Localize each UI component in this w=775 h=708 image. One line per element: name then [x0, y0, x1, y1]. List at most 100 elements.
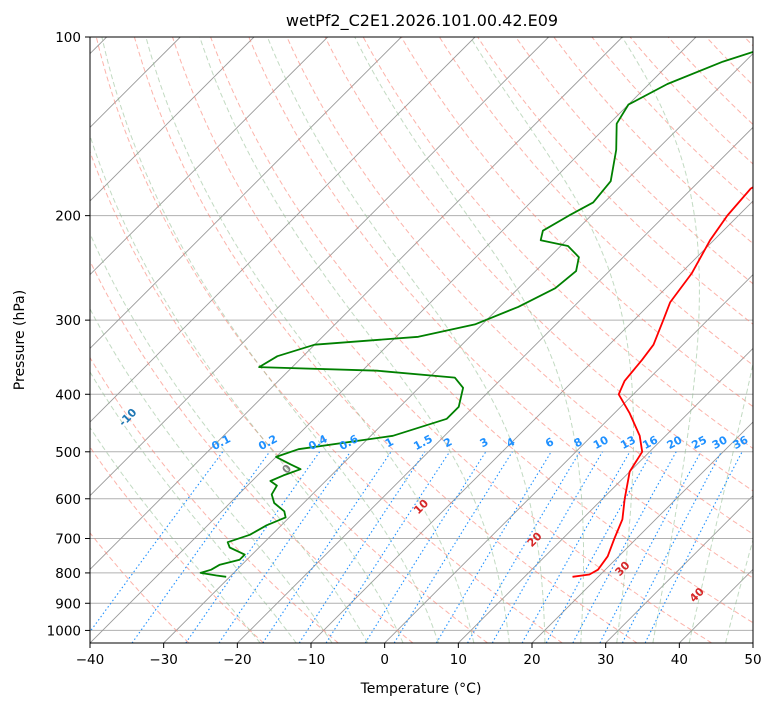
- isotherm: [384, 274, 753, 643]
- isotherm: [679, 568, 753, 643]
- isopleth-labels: 0.10.20.40.611.52346810131620253036-100-…: [116, 406, 751, 605]
- dry-adiabat: [438, 37, 753, 366]
- dry-adiabat-label: -10: [116, 406, 139, 429]
- dry-adiabat: [90, 446, 264, 643]
- isotherm: [605, 495, 753, 643]
- x-axis-label: Temperature (°C): [360, 681, 482, 697]
- dry-adiabat: [95, 37, 563, 643]
- mixing-ratio-label: 30: [710, 433, 730, 452]
- mixing-ratio-line: [298, 451, 426, 643]
- y-tick-label: 400: [55, 387, 81, 403]
- isotherm: [531, 421, 753, 643]
- mixing-ratio-line: [644, 451, 743, 643]
- y-tick-label: 700: [55, 532, 81, 548]
- mixing-ratio-label: 25: [689, 433, 709, 452]
- mixing-ratio-label: 8: [572, 435, 585, 450]
- y-tick-label: 300: [55, 313, 81, 329]
- mixing-ratio-label: 1.5: [411, 432, 434, 453]
- moist-adiabat: [90, 232, 369, 643]
- mixing-ratio-label: 3: [478, 435, 491, 450]
- x-tick-label: 20: [523, 652, 540, 668]
- isotherm: [752, 642, 753, 643]
- sounding-profiles: [199, 50, 753, 578]
- plot-area: 0.10.20.40.611.52346810131620253036-100-…: [90, 37, 753, 643]
- dry-adiabat: [172, 37, 712, 643]
- moist-adiabat: [266, 37, 546, 643]
- x-axis: −40 −30 −20 −10 0 10 20 30 40 50: [76, 643, 762, 668]
- y-axis-label: Pressure (hPa): [12, 290, 28, 390]
- dry-adiabats: [90, 37, 753, 643]
- x-tick-label: 0: [380, 652, 389, 668]
- mixing-ratio-line: [435, 451, 552, 643]
- isotherm: [90, 37, 402, 349]
- moist-adiabat: [354, 37, 584, 643]
- isotherm: [90, 37, 697, 643]
- mixing-ratio-line: [621, 451, 722, 643]
- isotherm: [90, 37, 328, 276]
- mixing-ratio-line: [90, 451, 224, 633]
- moist-adiabat: [145, 37, 475, 643]
- x-tick-label: 50: [744, 652, 761, 668]
- dry-adiabat: [90, 150, 488, 643]
- dry-adiabat: [286, 37, 753, 535]
- temperature-profile: [572, 186, 753, 578]
- isotherm: [90, 37, 623, 570]
- mixing-ratio-label: 16: [640, 433, 660, 452]
- x-tick-label: 40: [671, 652, 688, 668]
- y-tick-label: 1000: [47, 623, 81, 639]
- isotherm: [237, 126, 753, 643]
- x-tick-label: −10: [297, 652, 326, 668]
- x-tick-label: 30: [597, 652, 614, 668]
- y-axis: 100 200 300 400 500 600 700 800 900 1000: [47, 30, 90, 639]
- mixing-ratio-label: 10: [591, 433, 611, 452]
- dewpoint-profile: [199, 50, 753, 578]
- y-tick-label: 100: [55, 30, 81, 46]
- mixing-ratio-label: 20: [665, 433, 685, 452]
- mixing-ratio-line: [545, 451, 653, 643]
- dry-adiabat: [90, 532, 190, 643]
- mixing-ratio-line: [572, 451, 677, 643]
- dry-adiabat: [667, 37, 753, 126]
- mixing-ratio-line: [599, 451, 702, 643]
- dry-adiabat: [90, 356, 339, 643]
- moist-adiabat-label: 0: [280, 462, 295, 477]
- moist-adiabat: [688, 361, 753, 643]
- mixing-ratio-label: 6: [543, 435, 556, 450]
- moist-adiabat: [90, 426, 261, 643]
- moist-adiabat: [621, 37, 700, 643]
- moist-adiabat-label: 40: [687, 585, 707, 605]
- x-tick-label: 10: [450, 652, 467, 668]
- moist-adiabat: [199, 37, 510, 643]
- isotherm: [90, 37, 255, 202]
- mixing-ratio-label: 36: [731, 433, 751, 452]
- moist-adiabat: [90, 371, 297, 643]
- moist-adiabat: [90, 307, 333, 643]
- mixing-ratio-lines: [90, 451, 743, 643]
- y-tick-label: 900: [55, 596, 81, 612]
- mixing-ratio-line: [364, 451, 487, 643]
- moist-adiabat-label: 20: [525, 529, 545, 549]
- moist-adiabat: [101, 37, 439, 643]
- mixing-ratio-label: 2: [441, 435, 454, 450]
- y-tick-label: 200: [55, 209, 81, 225]
- pressure-gridlines: [90, 37, 753, 631]
- y-tick-label: 600: [55, 492, 81, 508]
- mixing-ratio-label: 0.4: [306, 432, 330, 453]
- mixing-ratio-line: [521, 451, 631, 643]
- y-tick-label: 800: [55, 566, 81, 582]
- dry-adiabat: [591, 37, 753, 205]
- dry-adiabat: [248, 37, 753, 579]
- dry-adiabat: [324, 37, 753, 492]
- dry-adiabat: [515, 37, 753, 285]
- mixing-ratio-line: [131, 451, 271, 643]
- mixing-ratio-line: [325, 451, 451, 643]
- skewed-isotherms: [90, 37, 753, 643]
- plot-frame: [89, 36, 754, 644]
- isotherm: [90, 37, 549, 497]
- isotherm: [458, 347, 753, 643]
- mixing-ratio-label: 1: [383, 435, 396, 450]
- moist-adiabats: [90, 37, 753, 643]
- x-tick-label: −40: [76, 652, 105, 668]
- mixing-ratio-line: [262, 451, 392, 643]
- dry-adiabat: [705, 37, 753, 86]
